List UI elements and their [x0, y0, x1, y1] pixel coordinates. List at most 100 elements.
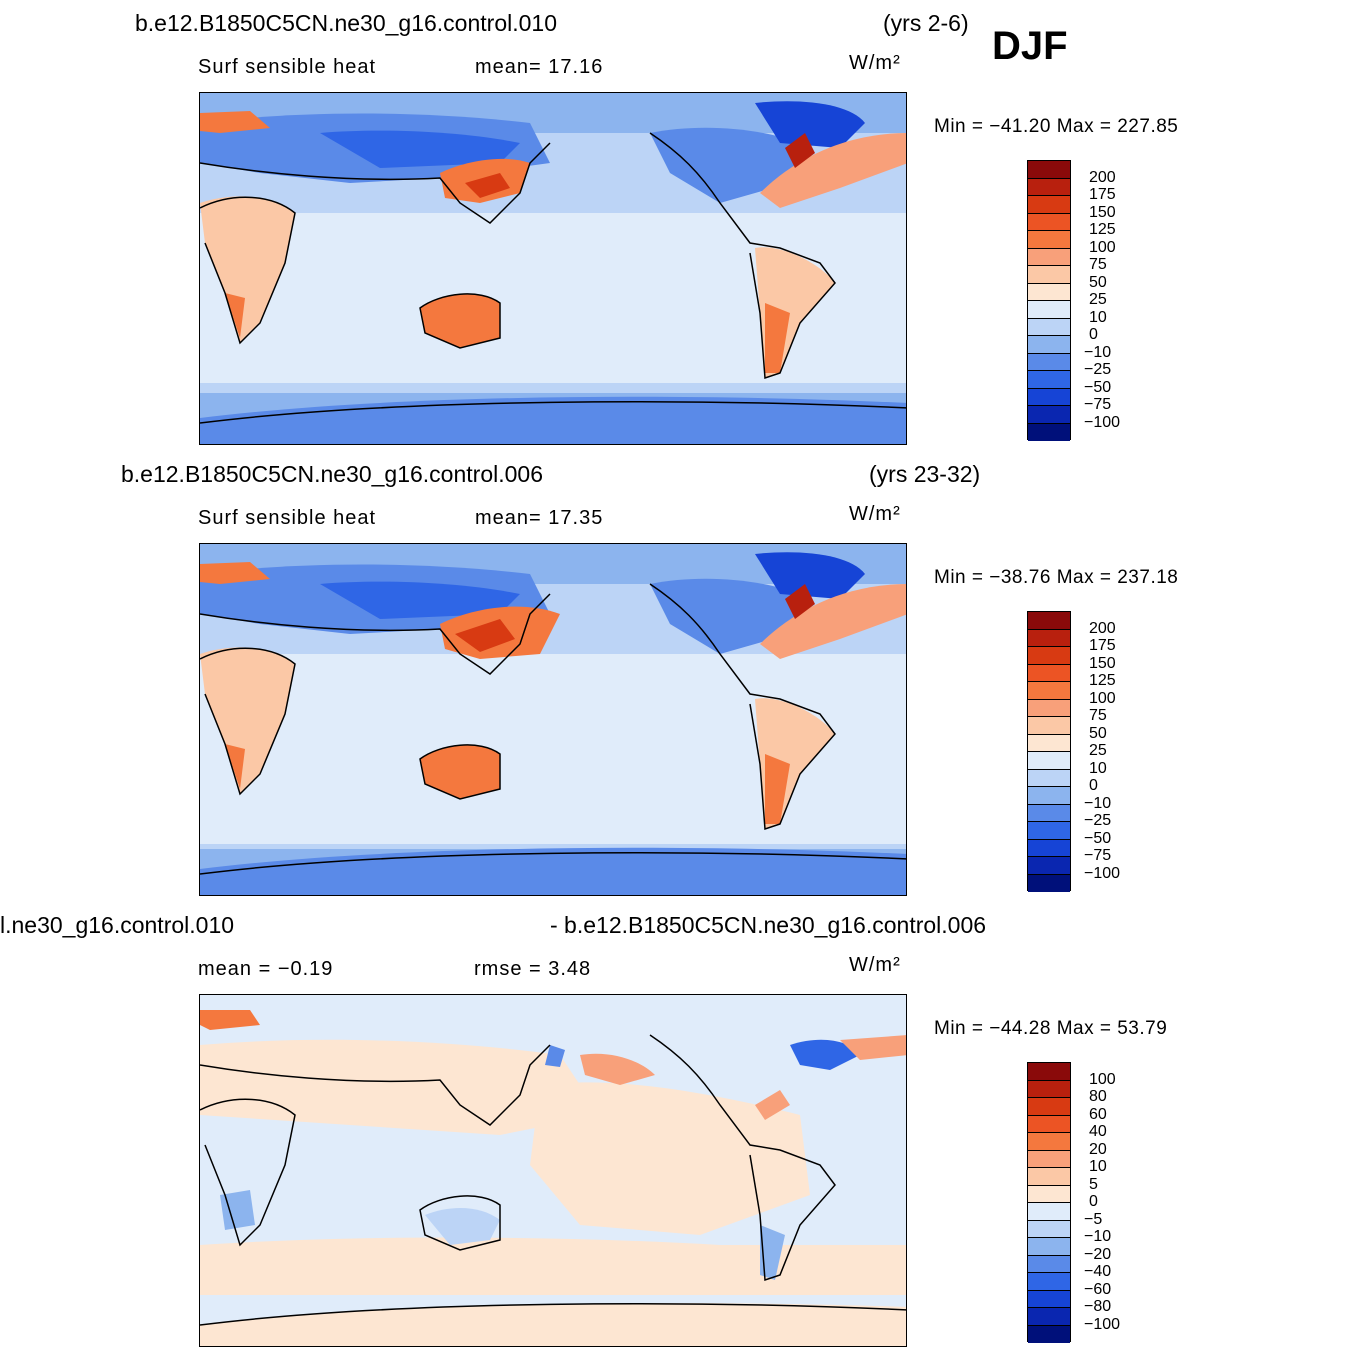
colorbar-tick-label: −60: [1084, 1280, 1112, 1298]
colorbar-tick-label: 25: [1089, 742, 1107, 759]
colorbar-tick-label: −10: [1084, 343, 1112, 361]
colorbar-swatch: [1028, 1203, 1070, 1221]
colorbar-swatch: [1028, 682, 1070, 700]
panel-1-map: [199, 92, 907, 445]
panel-1-units: W/m²: [849, 52, 901, 74]
colorbar-swatch: [1028, 266, 1070, 284]
colorbar-tick-label: −25: [1084, 812, 1112, 829]
colorbar-swatch: [1028, 178, 1070, 196]
colorbar-swatch: [1028, 787, 1070, 805]
colorbar-tick-label: −5: [1084, 1210, 1103, 1228]
colorbar-swatch: [1028, 647, 1070, 665]
colorbar-tick-label: 50: [1089, 724, 1107, 742]
colorbar-swatch: [1028, 752, 1070, 770]
colorbar-swatch: [1028, 629, 1070, 647]
colorbar-tick-label: −40: [1084, 1263, 1112, 1280]
colorbar-tick-label: −100: [1084, 1315, 1121, 1333]
panel-1-min-max: Min = −41.20 Max = 227.85: [934, 116, 1179, 137]
colorbar-tick-label: 200: [1089, 168, 1116, 186]
panel-3-mean-label: mean = −0.19: [198, 958, 334, 980]
panel-3-rmse-label: rmse = 3.48: [474, 958, 592, 980]
colorbar-tick-label: 60: [1089, 1105, 1107, 1123]
colorbar-swatch: [1028, 857, 1070, 875]
colorbar-tick-label: −50: [1084, 829, 1112, 847]
colorbar-swatch: [1028, 1063, 1070, 1081]
colorbar-tick-label: 125: [1089, 221, 1116, 238]
colorbar-tick-label: 75: [1089, 707, 1107, 724]
colorbar-tick-label: 20: [1089, 1140, 1107, 1158]
colorbar-swatch: [1028, 1220, 1070, 1238]
colorbar-tick-label: 150: [1089, 203, 1116, 221]
colorbar-swatch: [1028, 318, 1070, 336]
panel-2-header-left: b.e12.B1850C5CN.ne30_g16.control.006: [121, 461, 543, 487]
colorbar-swatch: [1028, 1098, 1070, 1116]
colorbar-swatch: [1028, 1238, 1070, 1256]
colorbar-swatch: [1028, 1273, 1070, 1291]
colorbar-tick-label: 5: [1089, 1175, 1098, 1193]
colorbar-swatch: [1028, 664, 1070, 682]
colorbar-swatch: [1028, 406, 1070, 424]
colorbar-swatch: [1028, 231, 1070, 249]
panel-1-mean-label: mean= 17.16: [475, 56, 604, 78]
panel-3-colorbar: [1027, 1062, 1071, 1343]
colorbar-swatch: [1028, 388, 1070, 406]
colorbar-tick-label: 150: [1089, 654, 1116, 672]
colorbar-tick-label: −10: [1084, 794, 1112, 812]
colorbar-swatch: [1028, 248, 1070, 266]
colorbar-tick-label: 200: [1089, 619, 1116, 637]
colorbar-tick-label: −100: [1084, 413, 1121, 431]
colorbar-tick-label: 0: [1089, 777, 1098, 794]
colorbar-tick-label: 100: [1089, 689, 1116, 707]
colorbar-swatch: [1028, 353, 1070, 371]
panel-1-variable-label: Surf sensible heat: [198, 56, 377, 78]
colorbar-swatch: [1028, 1150, 1070, 1168]
colorbar-swatch: [1028, 1308, 1070, 1326]
colorbar-swatch: [1028, 769, 1070, 787]
colorbar-swatch: [1028, 423, 1070, 441]
panel-3-min-max: Min = −44.28 Max = 53.79: [934, 1018, 1168, 1039]
colorbar-tick-label: 175: [1089, 637, 1116, 654]
colorbar-tick-label: 75: [1089, 256, 1107, 273]
panel-2-variable-label: Surf sensible heat: [198, 507, 377, 529]
panel-1-header-right: (yrs 2-6): [883, 10, 969, 36]
colorbar-swatch: [1028, 699, 1070, 717]
panel-2-colorbar: [1027, 611, 1071, 892]
season-label: DJF: [992, 24, 1068, 68]
colorbar-swatch: [1028, 161, 1070, 179]
colorbar-tick-label: 175: [1089, 186, 1116, 203]
colorbar-swatch: [1028, 874, 1070, 892]
colorbar-tick-label: −75: [1084, 847, 1112, 864]
panel-1-colorbar: [1027, 160, 1071, 441]
colorbar-tick-label: 10: [1089, 308, 1107, 326]
colorbar-tick-label: 10: [1089, 1158, 1107, 1175]
panel-2-map-plot: [200, 544, 906, 895]
colorbar-tick-label: −10: [1084, 1228, 1112, 1245]
panel-2-mean-label: mean= 17.35: [475, 507, 604, 529]
colorbar-swatch: [1028, 283, 1070, 301]
colorbar-swatch: [1028, 612, 1070, 630]
colorbar-tick-label: −25: [1084, 361, 1112, 378]
colorbar-swatch: [1028, 1133, 1070, 1151]
colorbar-swatch: [1028, 822, 1070, 840]
colorbar-tick-label: 100: [1089, 1070, 1116, 1088]
colorbar-swatch: [1028, 336, 1070, 354]
colorbar-swatch: [1028, 734, 1070, 752]
colorbar-swatch: [1028, 717, 1070, 735]
colorbar-tick-label: 50: [1089, 273, 1107, 291]
colorbar-tick-label: −80: [1084, 1298, 1112, 1315]
colorbar-tick-label: 80: [1089, 1088, 1107, 1105]
panel-3-units: W/m²: [849, 954, 901, 976]
colorbar-swatch: [1028, 1325, 1070, 1343]
panel-1-header-left: b.e12.B1850C5CN.ne30_g16.control.010: [135, 10, 557, 36]
colorbar-swatch: [1028, 371, 1070, 389]
colorbar-swatch: [1028, 213, 1070, 231]
panel-3-map-plot: [200, 995, 906, 1346]
colorbar-tick-label: −75: [1084, 396, 1112, 413]
colorbar-tick-label: 0: [1089, 326, 1098, 343]
panel-2-min-max: Min = −38.76 Max = 237.18: [934, 567, 1179, 588]
colorbar-tick-label: 125: [1089, 672, 1116, 689]
panel-2-units: W/m²: [849, 503, 901, 525]
colorbar-tick-label: 40: [1089, 1123, 1107, 1140]
colorbar-swatch: [1028, 301, 1070, 319]
colorbar-tick-label: 0: [1089, 1193, 1098, 1210]
